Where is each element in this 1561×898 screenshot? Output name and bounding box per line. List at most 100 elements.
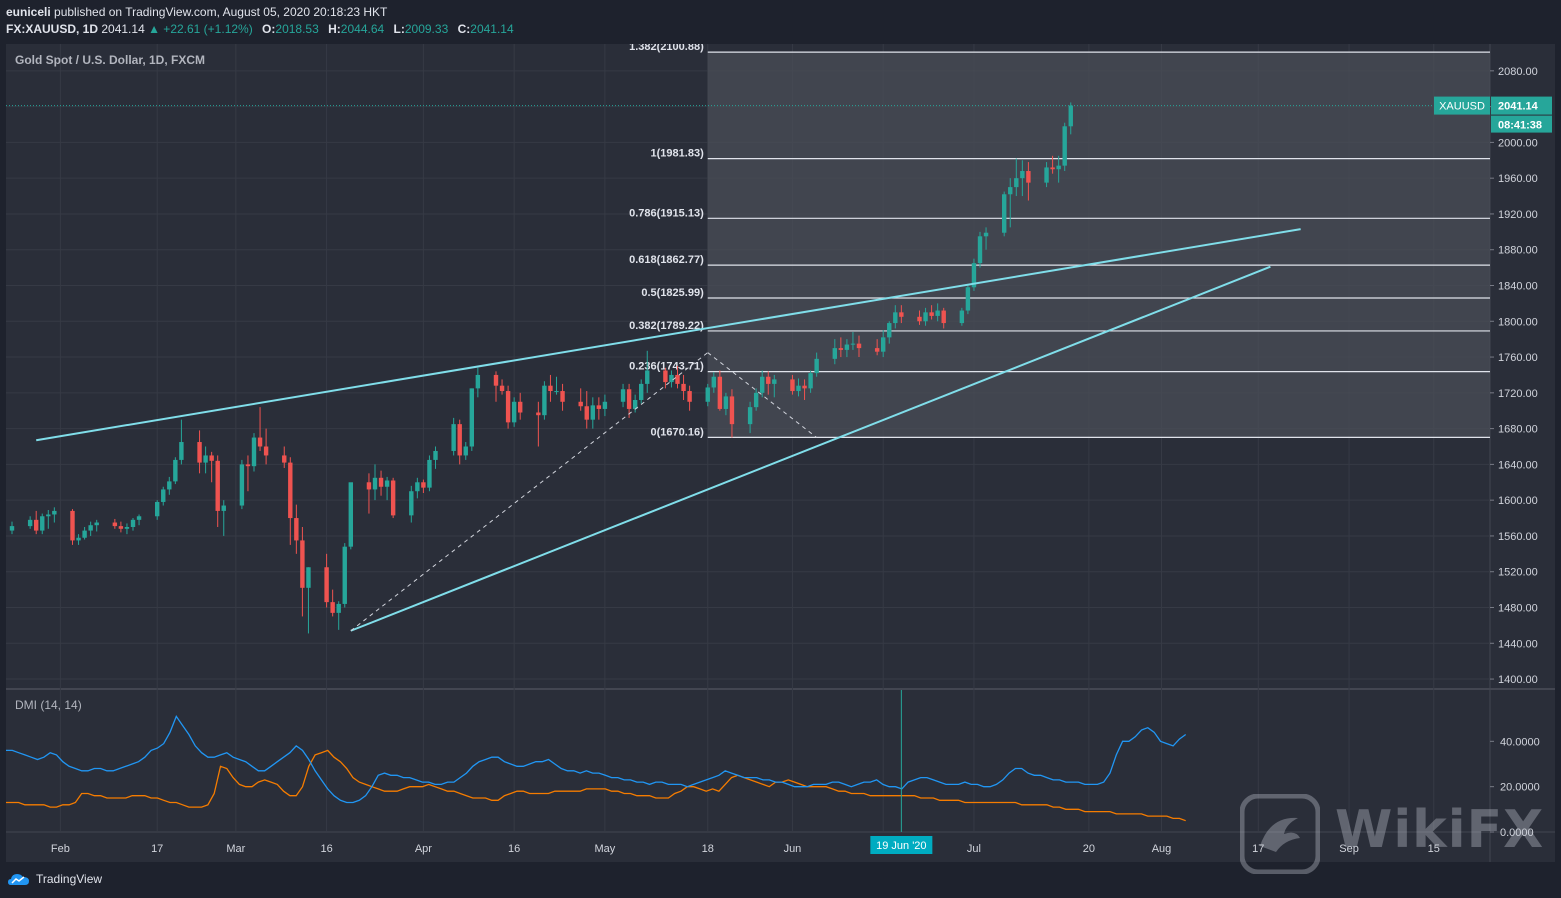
candle-body xyxy=(475,374,481,389)
candle-body xyxy=(881,337,886,352)
candle-body xyxy=(130,519,136,527)
candle-body xyxy=(941,310,946,324)
tradingview-logo[interactable]: TradingView xyxy=(8,872,102,886)
candle-body xyxy=(717,376,723,409)
candle-body xyxy=(983,232,989,237)
symbol-label[interactable]: FX:XAUUSD, 1D xyxy=(6,22,99,36)
candle-body xyxy=(251,437,257,467)
candle-body xyxy=(457,424,462,456)
price-tick-label: 1600.00 xyxy=(1498,495,1538,507)
candle-body xyxy=(384,480,390,487)
dmi-minus-line xyxy=(6,749,1186,822)
countdown-tag-bg xyxy=(1491,115,1552,133)
last-price: 2041.14 xyxy=(101,22,145,36)
candle-body xyxy=(850,343,856,345)
candle-body xyxy=(336,603,341,613)
candle-body xyxy=(263,446,269,456)
candle-body xyxy=(663,370,668,383)
candle-body xyxy=(511,401,517,423)
price-tick-label: 1480.00 xyxy=(1498,603,1538,615)
candle-body xyxy=(711,376,716,388)
candle-body xyxy=(893,312,898,324)
candle-body xyxy=(705,387,710,402)
price-change: ▲ +22.61 (+1.12%) xyxy=(148,22,253,36)
candle-body xyxy=(330,602,335,613)
candle-body xyxy=(505,391,511,423)
candle-body xyxy=(1056,165,1061,170)
time-tick-label: 15 xyxy=(1428,843,1440,855)
fib-level-label: 0.618(1862.77) xyxy=(629,254,704,266)
candle-body xyxy=(935,310,940,316)
candle-body xyxy=(1026,171,1031,183)
candle-body xyxy=(372,477,378,490)
candle-body xyxy=(34,519,39,531)
candle-body xyxy=(856,343,862,349)
candle-body xyxy=(753,392,759,408)
candle-body xyxy=(469,388,474,447)
candle-body xyxy=(971,263,977,288)
candle-body xyxy=(306,567,311,588)
time-tick-label: Jun xyxy=(784,843,802,855)
time-tick-label: 18 xyxy=(702,843,714,855)
fib-level-label: 0.382(1789.22) xyxy=(629,320,704,332)
candle-body xyxy=(1050,167,1055,170)
candle-body xyxy=(499,385,505,392)
publisher-user[interactable]: euniceli xyxy=(6,5,51,19)
candle-body xyxy=(723,396,729,409)
fib-level-label: 0.5(1825.99) xyxy=(641,287,704,299)
price-axis: 2080.002040.002000.001960.001920.001880.… xyxy=(1490,66,1540,839)
fib-zone xyxy=(707,52,1490,438)
candle-body xyxy=(814,358,819,374)
watermark-text: WikiFX xyxy=(1335,800,1545,860)
candle-body xyxy=(838,348,844,350)
candle-body xyxy=(929,312,934,316)
candle-body xyxy=(421,482,426,488)
price-tick-label: 1800.00 xyxy=(1498,316,1538,328)
candle-body xyxy=(76,537,81,541)
candle-body xyxy=(94,522,99,526)
candle-body xyxy=(578,401,583,407)
price-tick-label: 1440.00 xyxy=(1498,638,1538,650)
wikifx-watermark: WikiFX xyxy=(1239,793,1558,875)
candle-body xyxy=(632,399,638,409)
crosshair-date-tag-bg xyxy=(870,836,933,854)
candle-body xyxy=(366,482,372,490)
time-tick-label: Aug xyxy=(1152,843,1172,855)
candle-body xyxy=(46,514,51,517)
trendline-upper xyxy=(36,228,1301,442)
candle-body xyxy=(602,401,608,409)
candle-body xyxy=(596,405,602,409)
candle-body xyxy=(844,344,850,350)
candle-body xyxy=(590,405,595,420)
candle-body xyxy=(433,450,438,460)
candle-body xyxy=(639,383,644,400)
fib-level-label: 1.382(2100.88) xyxy=(629,44,704,53)
crosshair-date-tag-label: 19 Jun '20 xyxy=(876,840,926,852)
candle-body xyxy=(161,489,166,502)
candle-body xyxy=(82,530,87,538)
publish-header: euniceli published on TradingView.com, A… xyxy=(0,0,1561,44)
candle-body xyxy=(173,459,178,482)
price-chart[interactable]: 1.382(2100.88) 1(1981.83) 0.786(1915.13) 0.… xyxy=(6,44,1555,862)
time-tick-label: 17 xyxy=(1252,843,1264,855)
candle-body xyxy=(626,389,632,409)
fib-level-label: 1(1981.83) xyxy=(651,148,705,160)
candle-body xyxy=(518,401,523,413)
candle-body xyxy=(70,510,75,541)
candle-body xyxy=(52,510,57,515)
wikifx-shield-icon xyxy=(1239,793,1321,875)
chart-area[interactable]: 1.382(2100.88) 1(1981.83) 0.786(1915.13) 0.… xyxy=(6,44,1555,862)
candle-body xyxy=(88,525,93,531)
open-value: 2018.53 xyxy=(275,22,319,36)
candle-body xyxy=(118,526,124,529)
candle-body xyxy=(493,374,499,386)
open-label: O: xyxy=(262,22,276,36)
candle-body xyxy=(155,501,160,517)
candle-body xyxy=(112,522,118,527)
price-tick-label: 1960.00 xyxy=(1498,173,1538,185)
candle-body xyxy=(409,491,414,516)
candle-body xyxy=(887,323,892,338)
candle-body xyxy=(415,482,420,492)
trendlines xyxy=(36,228,1301,632)
high-label: H: xyxy=(328,22,341,36)
